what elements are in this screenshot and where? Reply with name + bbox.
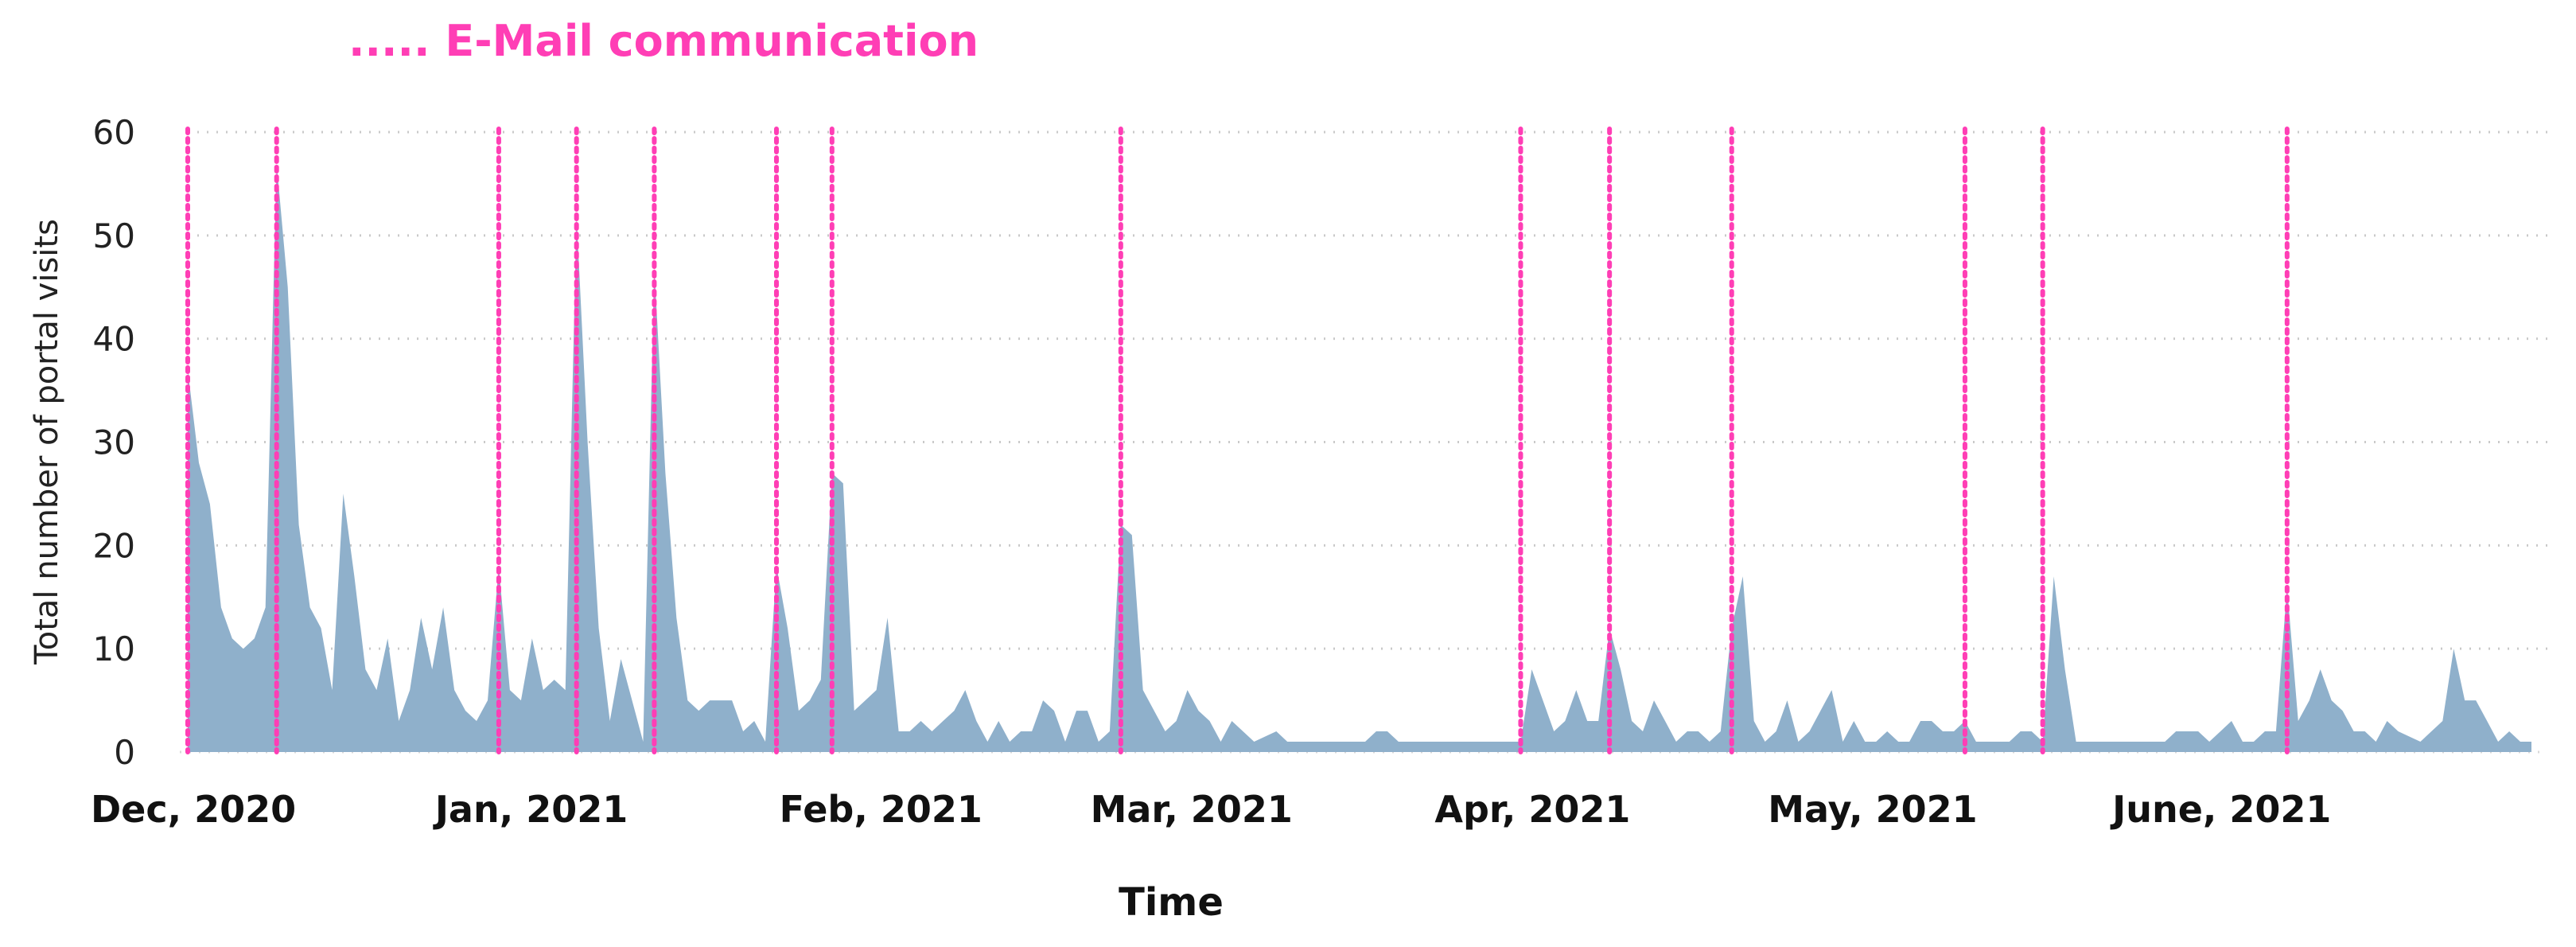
email-markers [185,127,2290,754]
x-tick-label: June, 2021 [2110,788,2331,831]
y-tick-label: 40 [93,320,135,359]
x-axis-title: Time [1119,880,1224,925]
y-axis-title: Total number of portal visits [29,219,65,665]
y-tick-label: 0 [114,733,135,772]
y-tick-labels: 0 10 20 30 40 50 60 [93,113,135,772]
visits-area [188,163,2531,752]
x-tick-label: May, 2021 [1768,788,1977,831]
y-tick-label: 30 [93,423,135,462]
x-tick-label: Mar, 2021 [1091,788,1293,831]
y-tick-label: 60 [93,113,135,152]
x-tick-label: Apr, 2021 [1434,788,1630,831]
visits-area-series [188,163,2531,752]
x-tick-label: Dec, 2020 [91,788,296,831]
y-tick-label: 10 [93,629,135,668]
y-tick-label: 20 [93,526,135,565]
x-tick-label: Jan, 2021 [433,788,628,831]
y-tick-label: 50 [93,216,135,255]
x-tick-label: Feb, 2021 [780,788,983,831]
email-legend-label: ..... E-Mail communication [348,16,979,66]
x-tick-labels: Dec, 2020 Jan, 2021 Feb, 2021 Mar, 2021 Apr,… [91,788,2331,831]
